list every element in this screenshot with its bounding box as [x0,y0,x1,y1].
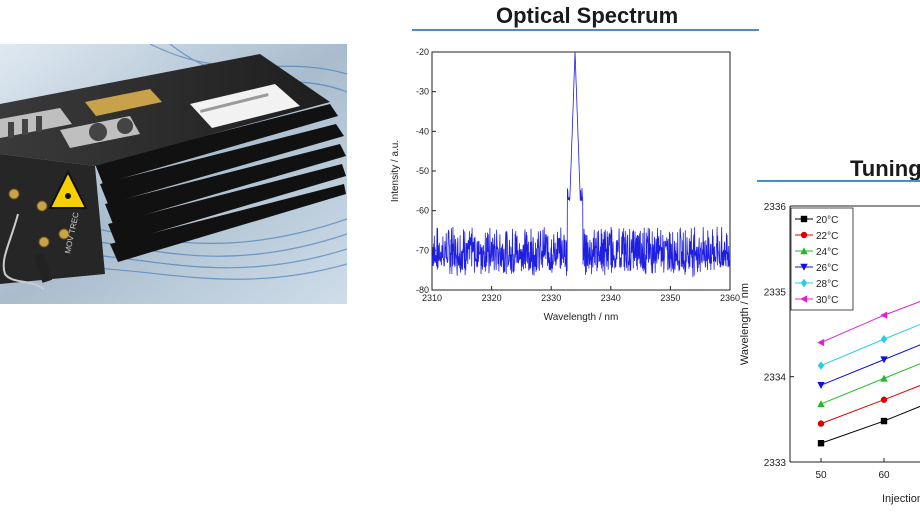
tuning-series-line [820,363,920,405]
spectrum-x-tick-label: 2320 [482,293,502,303]
legend-swatch-marker [800,295,808,303]
tuning-series [817,323,920,370]
tuning-chart: 2336 2335 2334 2333 50 60 Injection Wavelength … [739,202,920,505]
legend-entry-label: 20°C [816,215,838,226]
tuning-y-tick-label: 2335 [764,287,787,298]
spectrum-title-rule [412,29,759,31]
tuning-series [817,344,920,389]
tuning-point [817,338,825,347]
legend-swatch-marker [800,247,808,255]
tuning-title-rule [757,180,920,182]
tuning-series [817,405,920,447]
tuning-y-axis-label: Wavelength / nm [739,283,751,365]
spectrum-x-axis-label: Wavelength / nm [544,312,619,323]
legend-entry-label: 22°C [816,231,838,242]
legend-entry-label: 26°C [816,263,838,274]
tuning-y-tick-label: 2333 [764,458,787,469]
legend-swatch-marker [800,215,808,223]
tuning-point [817,440,825,447]
tuning-point [880,356,888,364]
legend-entry-label: 28°C [816,279,838,290]
tuning-x-tick-label: 50 [815,470,827,481]
tuning-title: Tuning [850,156,920,181]
tuning-x-tick-label: 60 [878,470,890,481]
spectrum-y-tick-label: -80 [416,285,429,295]
tuning-legend: 20°C 22°C 24°C 26°C 28°C 30°C [790,207,854,311]
tuning-series [817,385,920,427]
tuning-point [880,374,888,382]
tuning-x-axis-label: Injection [882,493,920,505]
tuning-y-tick-label: 2334 [764,373,787,384]
tuning-point [817,420,825,427]
tuning-y-tick-label: 2336 [764,202,787,213]
tuning-series [817,363,920,408]
spectrum-trace [431,51,731,278]
tuning-point [880,396,888,403]
tuning-series [817,301,920,347]
tuning-point [880,334,888,344]
spectrum-x-tick-label: 2350 [660,293,680,303]
legend-swatch-marker [800,231,808,239]
legend-entry-label: 24°C [816,247,838,258]
spectrum-y-tick-label: -50 [416,166,429,176]
spectrum-x-tick-label: 2360 [720,293,740,303]
spectrum-y-tick-label: -20 [416,47,429,57]
legend-swatch-marker [800,263,808,271]
spectrum-y-axis-label: Intensity / a.u. [390,140,401,202]
spectrum-y-tick-label: -70 [416,245,429,255]
spectrum-x-tick-label: 2310 [422,293,442,303]
tuning-point [880,417,888,425]
tuning-series-line [820,385,920,425]
spectrum-title: Optical Spectrum [496,3,679,28]
legend-entry-label: 30°C [816,295,838,306]
tuning-point [817,400,825,408]
spectrum-y-tick-label: -40 [416,126,429,136]
tuning-point [817,382,825,389]
tuning-point [880,311,888,319]
tuning-series-line [820,405,920,444]
spectrum-x-tick-label: 2340 [601,293,621,303]
spectrum-y-tick-label: -30 [416,87,429,97]
legend-swatch-marker [800,278,808,288]
tuning-legend-box [790,207,854,311]
spectrum-y-tick-label: -60 [416,206,429,216]
spectrum-x-tick-label: 2330 [541,293,561,303]
tuning-point [817,361,825,370]
laser-module-photo: MOV TREC [0,44,347,304]
